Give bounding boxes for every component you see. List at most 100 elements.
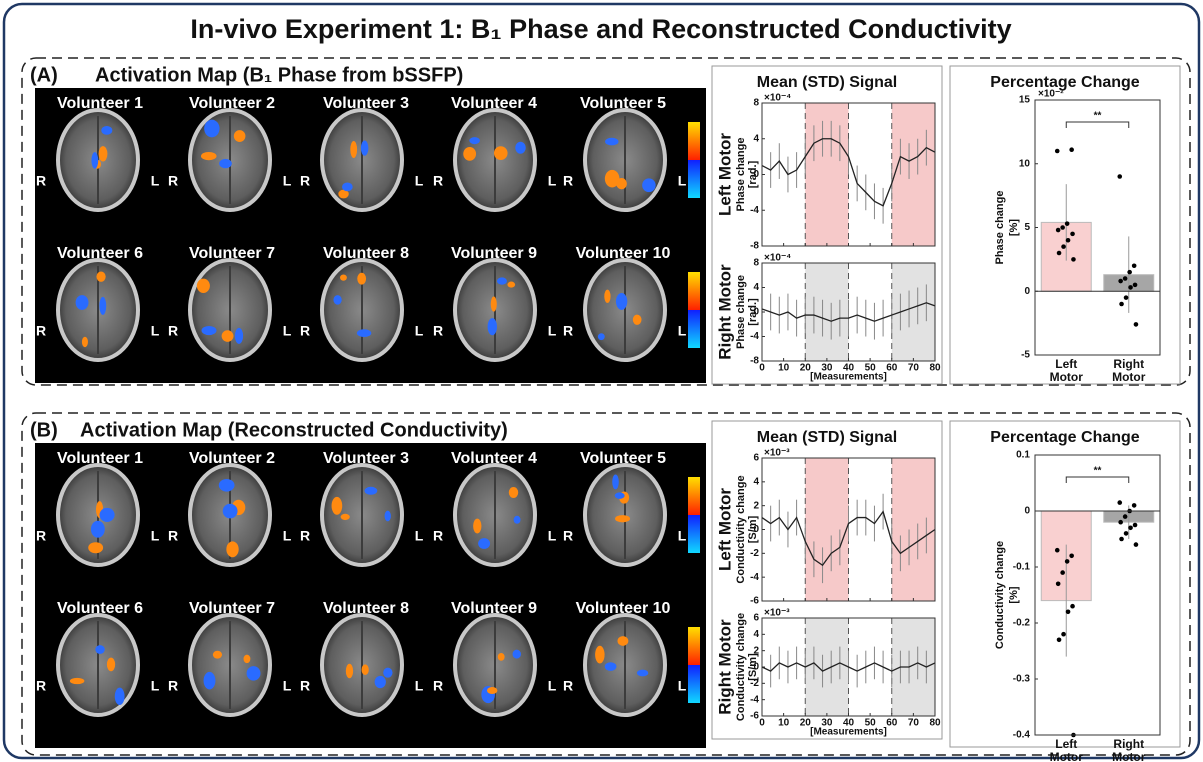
y-axis-label: Phase change <box>735 275 747 349</box>
activation-blob <box>226 541 238 557</box>
data-point <box>1133 523 1138 528</box>
data-point <box>1071 257 1076 262</box>
activation-blob <box>509 487 518 498</box>
y-axis-label: Phase change <box>994 191 1006 265</box>
shaded-block <box>892 618 935 716</box>
activation-blob <box>197 279 210 293</box>
data-point <box>1118 520 1123 525</box>
activation-blob <box>99 146 108 161</box>
activation-blob <box>362 664 369 675</box>
side-label: L <box>415 323 424 339</box>
data-point <box>1117 174 1122 179</box>
x-tick-label: 10 <box>778 363 790 374</box>
side-label: R <box>433 323 443 339</box>
data-point <box>1065 221 1070 226</box>
category-label-box: Right Motor <box>1097 358 1161 390</box>
activation-blob <box>615 515 630 522</box>
activation-blob <box>234 130 246 142</box>
activation-blob <box>375 676 386 688</box>
activation-blob <box>612 474 619 489</box>
y-tick-label: 4 <box>753 133 759 144</box>
side-label: L <box>415 173 424 189</box>
activation-blob <box>213 651 222 659</box>
data-point <box>1070 604 1075 609</box>
activation-blob <box>616 293 627 310</box>
data-point <box>1133 283 1138 288</box>
side-label: R <box>563 528 573 544</box>
page: In-vivo Experiment 1: B₁ Phase and Recon… <box>0 0 1203 762</box>
data-point <box>1119 302 1124 307</box>
activation-blob <box>235 328 243 344</box>
x-tick-label: 60 <box>886 718 898 729</box>
activation-blob <box>497 277 507 284</box>
side-label: L <box>415 678 424 694</box>
side-label: L <box>283 323 292 339</box>
data-point <box>1055 149 1060 154</box>
shaded-block <box>892 103 935 246</box>
x-tick-label: 10 <box>778 718 790 729</box>
side-label: L <box>283 678 292 694</box>
y-tick-label: -4 <box>750 572 759 583</box>
y-tick-label: -4 <box>750 694 759 705</box>
y-tick-label: 0.1 <box>1016 450 1030 461</box>
activation-blob <box>96 272 105 282</box>
activation-blob <box>223 504 238 519</box>
data-point <box>1069 147 1074 152</box>
x-tick-label: 70 <box>908 363 920 374</box>
activation-blob <box>346 664 353 679</box>
side-label: R <box>433 678 443 694</box>
activation-blob <box>202 326 217 335</box>
y-tick-label: 0 <box>1024 286 1030 297</box>
side-label: L <box>415 528 424 544</box>
data-point <box>1128 285 1133 290</box>
side-label: R <box>300 323 310 339</box>
data-point <box>1060 570 1065 575</box>
activation-blob <box>514 516 521 524</box>
activation-blob <box>642 178 655 192</box>
activation-blob <box>633 315 642 325</box>
data-point <box>1134 542 1139 547</box>
activation-blob <box>340 274 347 280</box>
activation-blob <box>637 670 648 677</box>
side-label: L <box>548 678 557 694</box>
subplot-name: Left Motor <box>715 488 734 571</box>
significance-label: ** <box>1094 111 1102 122</box>
y-axis-unit: [rad.] <box>747 298 759 326</box>
y-axis-unit: [S/m] <box>747 515 759 543</box>
data-point <box>1057 251 1062 256</box>
data-point <box>1060 225 1065 230</box>
activation-blob <box>100 508 115 522</box>
y-tick-label: 6 <box>753 613 759 624</box>
figure: In-vivo Experiment 1: B₁ Phase and Recon… <box>0 0 1203 762</box>
y-tick-label: 0 <box>1024 506 1030 517</box>
y-tick-label: -2 <box>750 548 759 559</box>
data-point <box>1123 514 1128 519</box>
side-label: R <box>300 528 310 544</box>
exponent: ×10⁻⁴ <box>764 93 791 104</box>
data-point <box>1132 503 1137 508</box>
activation-blob <box>488 318 497 335</box>
y-tick-label: 8 <box>753 98 759 109</box>
y-axis-unit: [rad.] <box>747 160 759 188</box>
y-tick-label: 8 <box>753 258 759 269</box>
data-point <box>1124 295 1129 300</box>
side-label: R <box>563 173 573 189</box>
activation-blob <box>605 170 620 188</box>
data-point <box>1117 500 1122 505</box>
y-tick-label: 4 <box>753 629 759 640</box>
y-tick-label: -0.1 <box>1013 562 1031 573</box>
activation-blob <box>107 658 115 672</box>
activation-blob <box>491 296 497 311</box>
colorbar-negative <box>688 310 700 348</box>
activation-blob <box>507 282 515 288</box>
side-label: R <box>300 678 310 694</box>
y-tick-label: 10 <box>1019 158 1031 169</box>
activation-blob <box>101 126 112 135</box>
x-tick-label: Left Motor <box>1042 358 1090 384</box>
map-title: Activation Map (B₁ Phase from bSSFP) <box>95 64 463 86</box>
shaded-block <box>892 263 935 361</box>
side-label: L <box>151 678 160 694</box>
side-label: L <box>548 323 557 339</box>
side-label: L <box>151 323 160 339</box>
data-point <box>1066 610 1071 615</box>
